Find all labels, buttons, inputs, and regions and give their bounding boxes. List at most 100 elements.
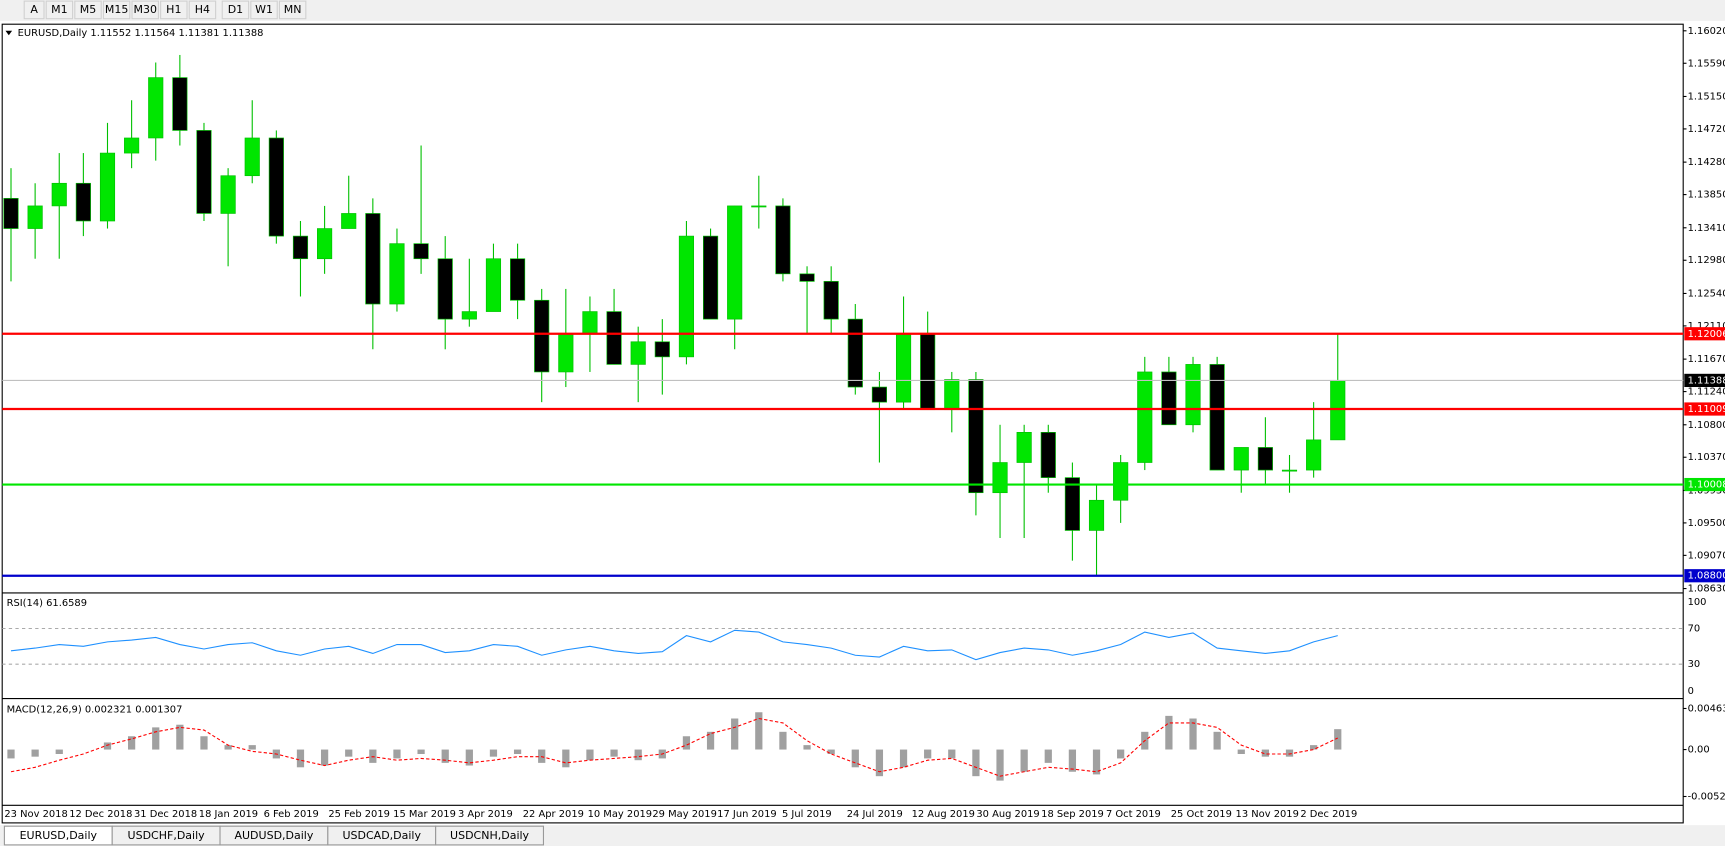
toolbar-button-label[interactable]: H1 — [166, 3, 181, 16]
candle-body — [1306, 439, 1322, 471]
toolbar — [0, 0, 1725, 21]
candle-body — [582, 311, 598, 335]
candle-body — [292, 235, 309, 260]
x-tick-label: 7 Oct 2019 — [1106, 809, 1161, 820]
candle-body — [389, 243, 405, 305]
toolbar-button[interactable] — [23, 0, 45, 20]
rsi-label: RSI(14) 61.6589 — [7, 598, 87, 609]
toolbar-button[interactable] — [131, 0, 159, 20]
x-tick-label: 17 Jun 2019 — [717, 809, 777, 820]
level-tag-label: 1.10008 — [1688, 480, 1725, 491]
y-tick-label: 1.10800 — [1688, 420, 1725, 431]
x-tick-label: 3 Apr 2019 — [458, 809, 513, 820]
toolbar-button-label[interactable]: D1 — [228, 3, 243, 16]
candle-body — [124, 137, 140, 154]
candle-body — [1137, 371, 1153, 463]
candle-body — [365, 213, 381, 305]
candle-body — [1233, 447, 1249, 471]
x-tick-label: 23 Nov 2018 — [4, 809, 67, 820]
y-tick-label: 1.12110 — [1688, 321, 1725, 332]
level-tag-label: 1.12006 — [1688, 329, 1725, 340]
toolbar-button[interactable] — [250, 0, 278, 20]
x-tick-label: 25 Oct 2019 — [1171, 809, 1232, 820]
chart-header: EURUSD,Daily 1.11552 1.11564 1.11381 1.1… — [18, 28, 264, 39]
y-tick-label: 1.08630 — [1688, 584, 1725, 595]
tab-label[interactable]: USDCAD,Daily — [342, 829, 421, 842]
candle-body — [27, 205, 43, 229]
y-tick-label: 1.09070 — [1688, 550, 1725, 561]
candle-body — [992, 462, 1008, 494]
level-tag-label: 1.11009 — [1688, 404, 1725, 415]
macd-tick-label: 0.00463 — [1688, 703, 1725, 714]
candle-body — [510, 258, 526, 301]
candle-body — [99, 152, 116, 222]
toolbar-button[interactable] — [221, 0, 250, 20]
toolbar-button-label[interactable]: MN — [284, 3, 302, 16]
candle-body — [1064, 477, 1080, 531]
toolbar-button[interactable] — [74, 0, 102, 20]
candle-body — [654, 341, 670, 358]
rsi-line — [10, 629, 1338, 661]
candle-body — [244, 137, 260, 177]
candle-body — [727, 205, 743, 320]
toolbar-button-label[interactable]: M30 — [133, 3, 157, 16]
candle-body — [1185, 364, 1201, 426]
candle-body — [3, 198, 19, 229]
level-tag — [1684, 569, 1725, 583]
candle-body — [751, 205, 767, 208]
y-tick-label: 1.15590 — [1688, 58, 1725, 69]
candle-body — [51, 182, 67, 207]
y-tick-label: 1.16020 — [1688, 26, 1725, 37]
y-tick-label: 1.14720 — [1688, 124, 1725, 135]
toolbar-button[interactable] — [160, 0, 188, 20]
macd-tick-label: -0.00529 — [1688, 791, 1725, 802]
toolbar-button-label[interactable]: W1 — [255, 3, 273, 16]
y-tick-label: 1.14280 — [1688, 157, 1725, 168]
toolbar-button-label[interactable]: H4 — [195, 3, 210, 16]
candle-body — [485, 258, 502, 312]
y-tick-label: 1.15150 — [1688, 91, 1725, 102]
candle-body — [775, 205, 791, 275]
macd-signal — [10, 717, 1338, 777]
candle-body — [799, 273, 815, 282]
rsi-tick-label: 70 — [1688, 624, 1701, 635]
candle-body — [1281, 469, 1298, 472]
candle-body — [148, 77, 164, 139]
toolbar-button-label[interactable]: M15 — [105, 3, 129, 16]
tab-label[interactable]: USDCNH,Daily — [450, 829, 530, 842]
toolbar-button[interactable] — [45, 0, 74, 20]
tab-label[interactable]: AUDUSD,Daily — [234, 829, 313, 842]
level-tag — [1684, 327, 1725, 341]
candle-body — [75, 182, 91, 222]
candle-body — [558, 333, 574, 373]
y-tick-label: 1.13850 — [1688, 190, 1725, 201]
tab-label[interactable]: EURUSD,Daily — [20, 829, 98, 842]
candle-body — [606, 311, 622, 365]
rsi-tick-label: 0 — [1688, 686, 1694, 697]
x-tick-label: 24 Jul 2019 — [847, 809, 903, 820]
level-tag — [1684, 477, 1725, 492]
rsi-tick-label: 30 — [1688, 659, 1701, 670]
candle-body — [1330, 380, 1346, 441]
y-tick-label: 1.10370 — [1688, 452, 1725, 463]
candle-body — [678, 235, 695, 358]
candle-body — [968, 379, 984, 494]
candle-body — [1113, 462, 1129, 501]
y-tick-label: 1.13410 — [1688, 223, 1725, 234]
x-tick-label: 2 Dec 2019 — [1300, 809, 1357, 820]
x-tick-label: 15 Mar 2019 — [393, 809, 456, 820]
toolbar-button-label[interactable]: M5 — [80, 3, 97, 16]
toolbar-button[interactable] — [278, 0, 307, 20]
x-tick-label: 12 Aug 2019 — [912, 809, 975, 820]
candle-body — [1257, 447, 1273, 471]
y-tick-label: 1.11240 — [1688, 387, 1725, 398]
toolbar-button[interactable] — [102, 0, 131, 20]
toolbar-button-label[interactable]: A — [30, 3, 38, 16]
candle-body — [534, 299, 550, 373]
toolbar-button-label[interactable]: M1 — [51, 3, 68, 16]
toolbar-button[interactable] — [188, 0, 217, 20]
x-tick-label: 10 May 2019 — [588, 809, 653, 820]
header-arrow — [5, 30, 13, 36]
tab[interactable] — [435, 825, 545, 846]
tab-label[interactable]: USDCHF,Daily — [128, 829, 206, 842]
